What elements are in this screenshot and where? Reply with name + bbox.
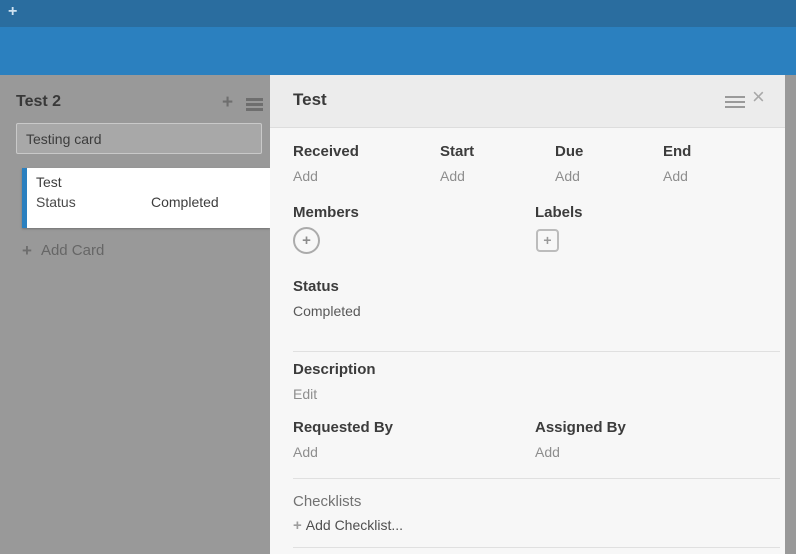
- card-detail-panel: Test × Received Add Start Add Due Add En…: [270, 75, 785, 554]
- add-board-icon[interactable]: +: [8, 3, 18, 20]
- status-label: Status: [293, 278, 339, 295]
- end-add-button[interactable]: Add: [663, 168, 688, 184]
- due-add-button[interactable]: Add: [555, 168, 580, 184]
- list-menu-icon[interactable]: [246, 98, 263, 113]
- card-detail-header: Test ×: [270, 75, 785, 128]
- add-card-label: Add Card: [40, 242, 105, 259]
- add-member-button[interactable]: +: [293, 227, 320, 254]
- description-label: Description: [293, 361, 376, 378]
- received-label: Received: [293, 143, 359, 160]
- plus-icon: +: [22, 241, 32, 260]
- add-card-button[interactable]: + Add Card: [22, 241, 104, 261]
- card-menu-icon[interactable]: [725, 96, 745, 111]
- start-label: Start: [440, 143, 475, 160]
- close-icon[interactable]: ×: [752, 84, 765, 109]
- top-navigation-bar: +: [0, 0, 796, 27]
- requested-by-label: Requested By: [293, 419, 394, 436]
- add-checklist-label: Add Checklist...: [305, 517, 404, 533]
- minicard-field-value: Completed: [151, 194, 219, 210]
- start-add-button[interactable]: Add: [440, 168, 465, 184]
- assigned-by-label: Assigned By: [535, 419, 626, 436]
- due-label: Due: [555, 143, 584, 160]
- add-label-button[interactable]: +: [536, 229, 559, 252]
- minicard-field-label: Status: [36, 194, 76, 210]
- end-label: End: [663, 143, 692, 160]
- description-edit-button[interactable]: Edit: [293, 386, 318, 402]
- plus-icon: +: [543, 232, 552, 248]
- received-add-button[interactable]: Add: [293, 168, 318, 184]
- members-label: Members: [293, 204, 359, 221]
- requested-by-add-button[interactable]: Add: [293, 444, 318, 460]
- plus-icon: +: [293, 517, 302, 534]
- plus-icon: +: [302, 232, 311, 249]
- minicard-title: Test: [36, 174, 62, 190]
- checklists-label: Checklists: [293, 493, 362, 510]
- status-value[interactable]: Completed: [293, 303, 361, 319]
- labels-label: Labels: [535, 204, 583, 221]
- minicard[interactable]: Test Status Completed: [22, 168, 270, 228]
- list-title[interactable]: Test 2: [16, 93, 62, 110]
- assigned-by-add-button[interactable]: Add: [535, 444, 560, 460]
- card-detail-title[interactable]: Test: [293, 90, 327, 109]
- add-checklist-button[interactable]: + Add Checklist...: [293, 517, 403, 535]
- divider: [293, 351, 780, 352]
- board-header-band: [0, 27, 796, 75]
- new-card-input[interactable]: [16, 123, 262, 154]
- divider: [293, 478, 780, 479]
- list-add-icon[interactable]: +: [222, 92, 234, 113]
- divider: [293, 547, 780, 548]
